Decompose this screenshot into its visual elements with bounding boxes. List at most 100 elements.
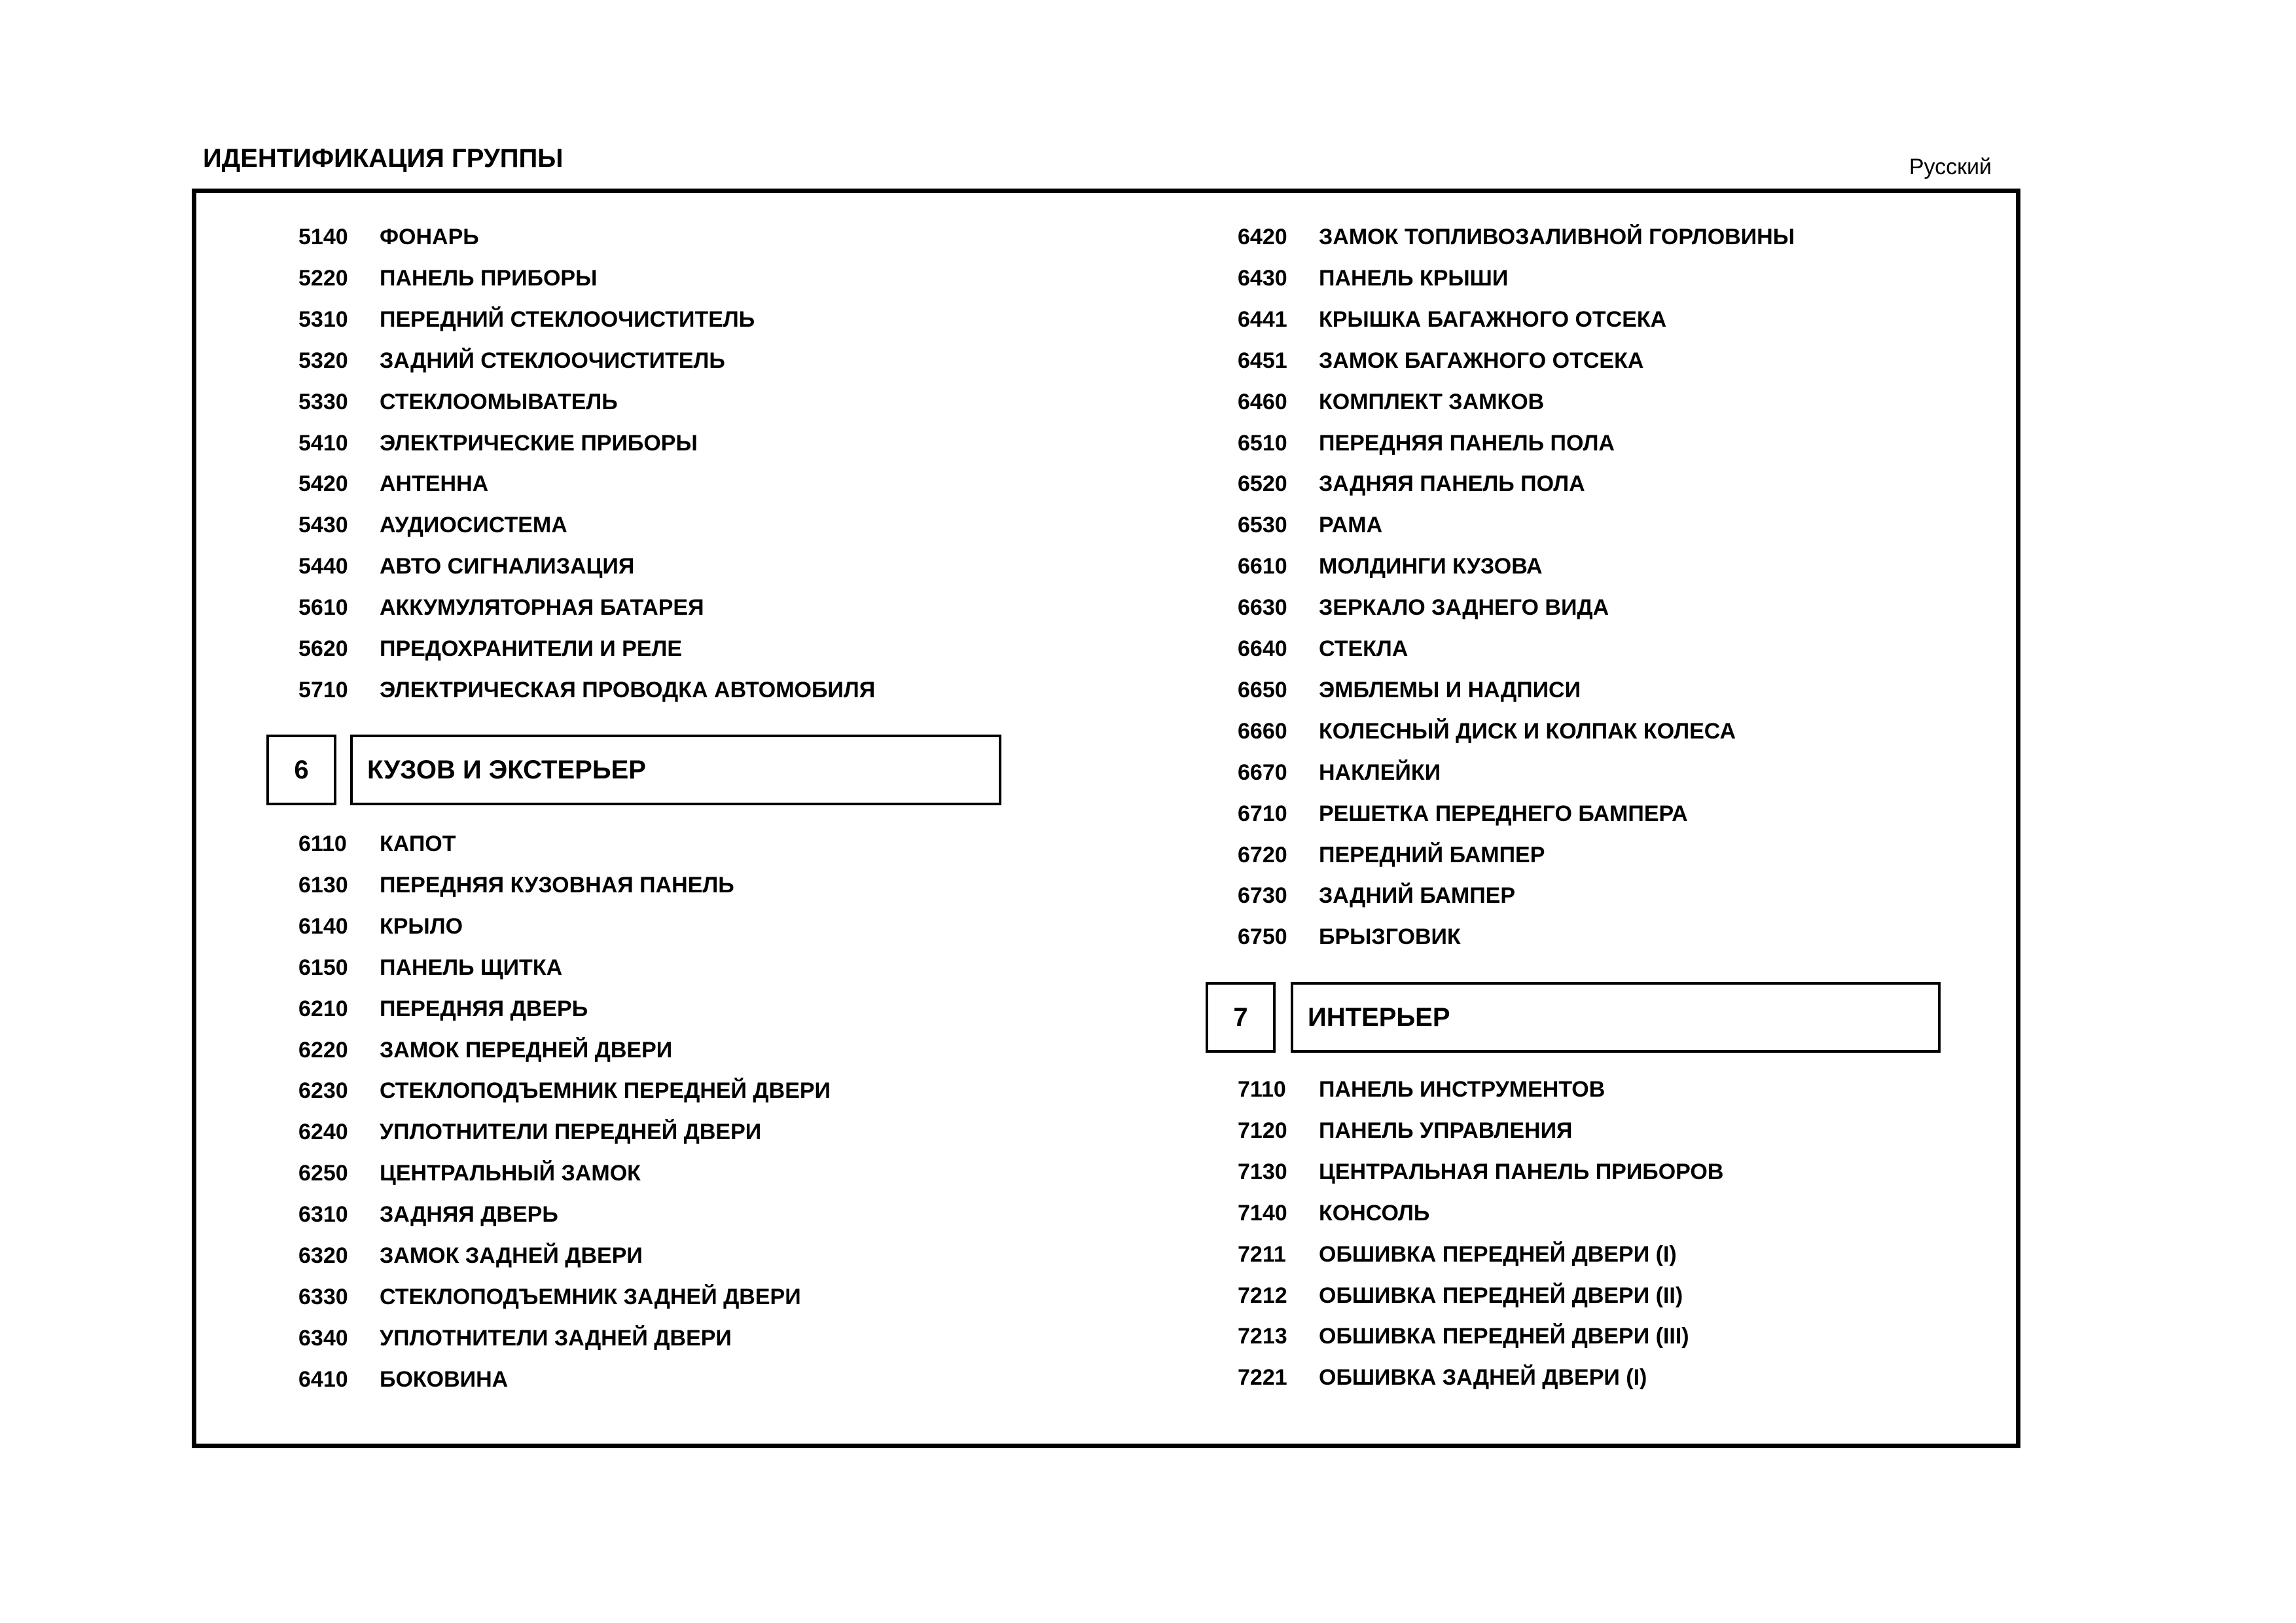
group-name: СТЕКЛА xyxy=(1319,636,1408,661)
group-code: 6441 xyxy=(1238,306,1287,332)
group-name: ПЕРЕДНЯЯ ДВЕРЬ xyxy=(380,996,588,1021)
group-code: 7213 xyxy=(1238,1324,1287,1349)
group-code: 5320 xyxy=(298,348,348,373)
group-code: 7212 xyxy=(1238,1283,1287,1308)
group-name: ПАНЕЛЬ ПРИБОРЫ xyxy=(380,265,598,291)
group-name: ЗАДНИЙ СТЕКЛООЧИСТИТЕЛЬ xyxy=(380,348,725,373)
group-code: 6430 xyxy=(1238,265,1287,291)
group-code: 6530 xyxy=(1238,513,1287,538)
group-code: 6220 xyxy=(298,1037,348,1063)
group-name: ЗАДНЯЯ ДВЕРЬ xyxy=(380,1202,558,1228)
group-name: ЗАМОК ПЕРЕДНЕЙ ДВЕРИ xyxy=(380,1037,673,1063)
group-code: 5310 xyxy=(298,306,348,332)
group-name: ОБШИВКА ПЕРЕДНЕЙ ДВЕРИ (I) xyxy=(1319,1241,1677,1267)
group-name: ОБШИВКА ПЕРЕДНЕЙ ДВЕРИ (II) xyxy=(1319,1283,1683,1308)
group-code: 6210 xyxy=(298,996,348,1021)
group-code: 6640 xyxy=(1238,636,1287,661)
group-code: 7110 xyxy=(1238,1077,1286,1102)
group-code: 5410 xyxy=(298,430,348,456)
group-name: ОБШИВКА ЗАДНЕЙ ДВЕРИ (I) xyxy=(1319,1365,1647,1391)
group-name: ЗЕРКАЛО ЗАДНЕГО ВИДА xyxy=(1319,595,1609,621)
group-name: РЕШЕТКА ПЕРЕДНЕГО БАМПЕРА xyxy=(1319,801,1688,826)
group-name: ЭЛЕКТРИЧЕСКАЯ ПРОВОДКА АВТОМОБИЛЯ xyxy=(380,677,876,702)
group-code: 5430 xyxy=(298,513,348,538)
group-code: 6610 xyxy=(1238,554,1287,579)
group-name: КРЫШКА БАГАЖНОГО ОТСЕКА xyxy=(1319,306,1667,332)
group-name: КОМПЛЕКТ ЗАМКОВ xyxy=(1319,389,1545,414)
group-name: КАПОТ xyxy=(380,831,456,856)
group-name: ПАНЕЛЬ ИНСТРУМЕНТОВ xyxy=(1319,1077,1605,1102)
group-code: 6520 xyxy=(1238,471,1287,497)
group-code: 6320 xyxy=(298,1243,348,1268)
group-name: НАКЛЕЙКИ xyxy=(1319,759,1441,785)
group-code: 5140 xyxy=(298,225,348,249)
group-code: 6750 xyxy=(1238,924,1287,950)
group-code: 6720 xyxy=(1238,842,1287,867)
group-name: ЗАДНИЙ БАМПЕР xyxy=(1319,883,1516,909)
section-7-title: ИНТЕРЬЕР xyxy=(1291,982,1941,1053)
group-name: ЭЛЕКТРИЧЕСКИЕ ПРИБОРЫ xyxy=(380,430,698,456)
group-code: 6250 xyxy=(298,1161,348,1186)
group-name: ПАНЕЛЬ КРЫШИ xyxy=(1319,265,1509,291)
group-code: 6310 xyxy=(298,1202,348,1228)
group-code: 6230 xyxy=(298,1078,348,1104)
group-code: 7221 xyxy=(1238,1365,1287,1391)
group-code: 6660 xyxy=(1238,718,1287,744)
group-name: ЗАМОК БАГАЖНОГО ОТСЕКА xyxy=(1319,348,1644,373)
group-name: РАМА xyxy=(1319,513,1383,538)
group-code: 6150 xyxy=(298,955,348,980)
group-name: ПЕРЕДНЯЯ ПАНЕЛЬ ПОЛА xyxy=(1319,430,1615,456)
language-label: Русский xyxy=(1909,155,1992,179)
group-name: ЗАМОК ТОПЛИВОЗАЛИВНОЙ ГОРЛОВИНЫ xyxy=(1319,225,1795,249)
group-name: АНТЕННА xyxy=(380,471,489,497)
group-name: КРЫЛО xyxy=(380,913,463,939)
group-code: 7130 xyxy=(1238,1159,1287,1184)
group-name: АВТО СИГНАЛИЗАЦИЯ xyxy=(380,554,635,579)
group-code: 7140 xyxy=(1238,1200,1287,1226)
group-name: БОКОВИНА xyxy=(380,1366,509,1392)
group-name: АУДИОСИСТЕМА xyxy=(380,513,567,538)
group-name: ЦЕНТРАЛЬНЫЙ ЗАМОК xyxy=(380,1161,641,1186)
group-code: 6710 xyxy=(1238,801,1287,826)
group-name: УПЛОТНИТЕЛИ ПЕРЕДНЕЙ ДВЕРИ xyxy=(380,1120,762,1145)
section-6-title: КУЗОВ И ЭКСТЕРЬЕР xyxy=(350,735,1001,805)
group-name: УПЛОТНИТЕЛИ ЗАДНЕЙ ДВЕРИ xyxy=(380,1325,732,1351)
group-code: 5440 xyxy=(298,554,348,579)
group-code: 6340 xyxy=(298,1325,348,1351)
group-name: СТЕКЛОПОДЪЕМНИК ПЕРЕДНЕЙ ДВЕРИ xyxy=(380,1078,831,1104)
group-code: 5710 xyxy=(298,677,348,702)
group-name: ПЕРЕДНИЙ СТЕКЛООЧИСТИТЕЛЬ xyxy=(380,306,755,332)
group-name: ПЕРЕДНИЙ БАМПЕР xyxy=(1319,842,1545,867)
group-code: 5610 xyxy=(298,595,348,621)
page-title: ИДЕНТИФИКАЦИЯ ГРУППЫ xyxy=(203,144,564,173)
group-code: 6110 xyxy=(298,831,347,856)
group-name: ПЕРЕДНЯЯ КУЗОВНАЯ ПАНЕЛЬ xyxy=(380,872,734,898)
group-code: 5420 xyxy=(298,471,348,497)
group-code: 7120 xyxy=(1238,1118,1287,1143)
group-name: ОБШИВКА ПЕРЕДНЕЙ ДВЕРИ (III) xyxy=(1319,1324,1689,1349)
group-code: 5620 xyxy=(298,636,348,661)
group-code: 6451 xyxy=(1238,348,1287,373)
group-name: ПАНЕЛЬ ЩИТКА xyxy=(380,955,563,980)
group-code: 6240 xyxy=(298,1120,348,1145)
group-code: 6650 xyxy=(1238,677,1287,702)
group-name: ЗАМОК ЗАДНЕЙ ДВЕРИ xyxy=(380,1243,643,1268)
group-name: АККУМУЛЯТОРНАЯ БАТАРЕЯ xyxy=(380,595,704,621)
group-name: КОЛЕСНЫЙ ДИСК И КОЛПАК КОЛЕСА xyxy=(1319,718,1736,744)
group-name: СТЕКЛООМЫВАТЕЛЬ xyxy=(380,389,618,414)
group-code: 6460 xyxy=(1238,389,1287,414)
group-code: 6330 xyxy=(298,1284,348,1309)
group-name: ПРЕДОХРАНИТЕЛИ И РЕЛЕ xyxy=(380,636,683,661)
group-code: 5330 xyxy=(298,389,348,414)
section-7-number: 7 xyxy=(1206,982,1276,1053)
group-code: 7211 xyxy=(1238,1241,1286,1267)
group-code: 6730 xyxy=(1238,883,1287,909)
group-name: КОНСОЛЬ xyxy=(1319,1200,1430,1226)
group-code: 6130 xyxy=(298,872,348,898)
group-code: 5220 xyxy=(298,265,348,291)
group-name: СТЕКЛОПОДЪЕМНИК ЗАДНЕЙ ДВЕРИ xyxy=(380,1284,801,1309)
group-code: 6510 xyxy=(1238,430,1287,456)
group-name: МОЛДИНГИ КУЗОВА xyxy=(1319,554,1543,579)
group-name: ФОНАРЬ xyxy=(380,225,479,249)
group-code: 6420 xyxy=(1238,225,1287,249)
